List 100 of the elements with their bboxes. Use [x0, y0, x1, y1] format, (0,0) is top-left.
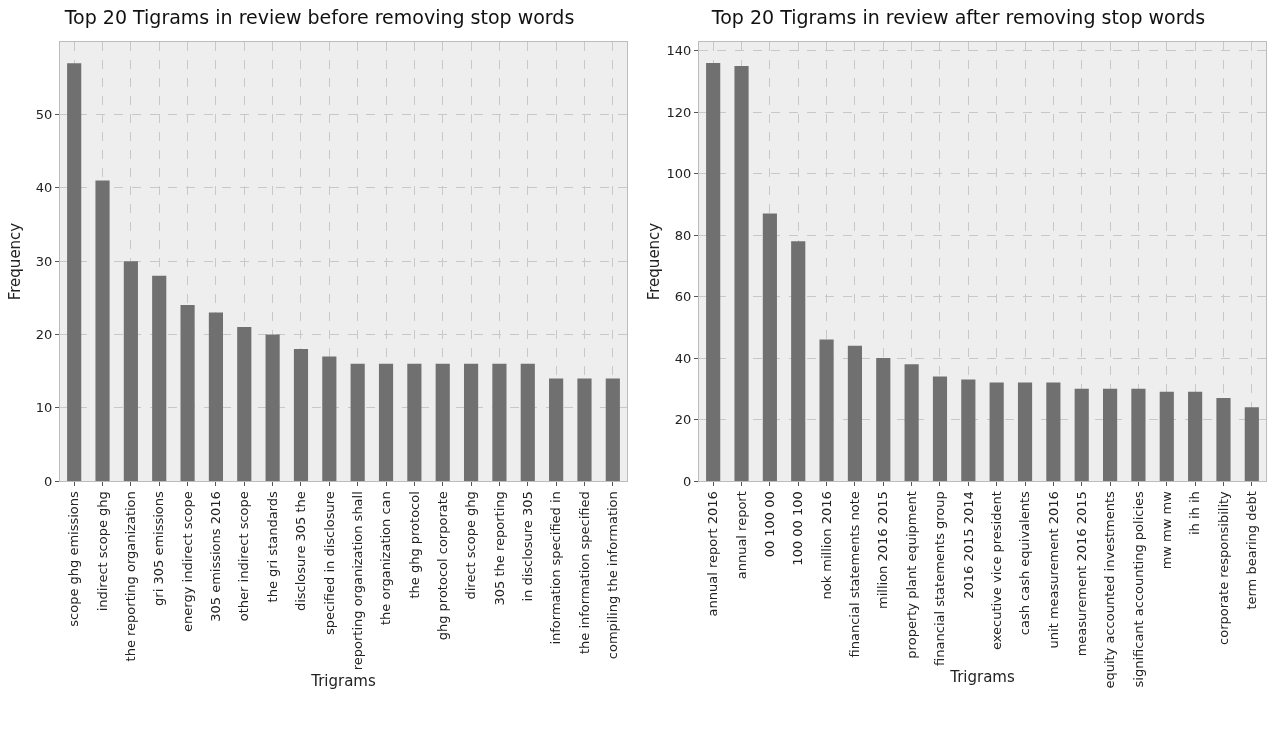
x-tick-label: annual report 2016 [705, 491, 721, 617]
bar [265, 334, 280, 481]
bar [1188, 391, 1203, 481]
bar [293, 349, 309, 481]
x-tick-label: corporate responsibility [1215, 490, 1231, 645]
bar [407, 363, 422, 481]
x-tick-label: ih ih ih [1187, 491, 1203, 536]
bar [123, 261, 138, 481]
x-tick-label: 305 emissions 2016 [208, 491, 224, 622]
x-tick-label: gri 305 emissions [151, 490, 167, 606]
bar [1102, 388, 1118, 481]
x-tick-label: in disclosure 305 [520, 491, 536, 602]
x-tick-label: property plant equipment [903, 491, 919, 659]
bar [762, 213, 777, 481]
y-tick-label: 100 [666, 166, 692, 182]
x-tick-label: reporting organization shall [349, 491, 365, 671]
x-tick-label: ghg protocol corporate [434, 491, 450, 641]
bar [67, 63, 82, 481]
x-tick-label: scope ghg emissions [66, 490, 82, 627]
bar [549, 378, 564, 481]
y-tick-label: 80 [674, 227, 692, 243]
x-tick-label: executive vice president [988, 491, 1004, 651]
bar [378, 363, 394, 481]
bar [520, 363, 535, 481]
bar [350, 363, 365, 481]
bar [208, 312, 224, 481]
x-tick-label: term bearing debt [1244, 491, 1260, 610]
x-tick-label: million 2016 2015 [875, 491, 891, 609]
bar [989, 382, 1004, 481]
bar [95, 180, 110, 481]
x-tick-label: indirect scope ghg [94, 491, 110, 612]
bar [847, 345, 863, 481]
bar [932, 376, 948, 481]
bar [706, 62, 721, 481]
y-tick-label: 140 [666, 43, 692, 59]
x-tick-label: disclosure 305 the [293, 491, 309, 612]
chart-title: Top 20 Tigrams in review before removing stop words [63, 6, 575, 29]
x-tick-label: compiling the information [605, 491, 621, 660]
y-axis-title: Frequency [645, 222, 663, 301]
x-tick-label: specified in disclosure [321, 491, 337, 635]
x-tick-label: the gri standards [264, 490, 280, 603]
bar [819, 339, 834, 481]
bar [1017, 382, 1033, 481]
y-tick-label: 50 [35, 107, 53, 123]
y-tick-label: 10 [35, 400, 53, 416]
x-tick-label: 00 100 00 [762, 491, 778, 558]
x-axis-title: Trigrams [949, 667, 1015, 686]
x-tick-label: 2016 2015 2014 [960, 491, 976, 599]
x-tick-label: annual report [733, 491, 749, 580]
bar [1046, 382, 1061, 481]
y-axis-title: Frequency [6, 222, 24, 301]
x-tick-label: the reporting organization [123, 491, 139, 662]
x-tick-label: 100 00 100 [790, 491, 806, 566]
x-tick-label: the information specified [576, 491, 592, 655]
x-tick-label: nok million 2016 [818, 491, 834, 600]
x-tick-label: the ghg protocol [406, 491, 422, 599]
bar [734, 65, 749, 481]
bar [435, 363, 450, 481]
bar [1131, 388, 1146, 481]
bar [961, 379, 976, 481]
bar [152, 275, 167, 481]
x-tick-label: significant accounting policies [1130, 490, 1146, 688]
bar [605, 378, 620, 481]
chart-title: Top 20 Tigrams in review after removing stop words [710, 6, 1206, 29]
x-tick-label: financial statements group [932, 491, 948, 666]
x-tick-label: unit measurement 2016 [1045, 491, 1061, 649]
bar [1216, 398, 1231, 481]
y-tick-label: 60 [674, 289, 692, 305]
x-tick-label: information specified in [548, 491, 564, 645]
y-tick-label: 20 [674, 412, 692, 428]
y-tick-label: 0 [44, 473, 53, 489]
y-tick-label: 120 [666, 104, 692, 120]
bar [577, 378, 592, 481]
x-tick-label: financial statements note [847, 491, 863, 658]
x-axis-title: Trigrams [310, 672, 376, 691]
bar [237, 327, 252, 481]
x-tick-label: energy indirect scope [179, 491, 195, 632]
bar [1159, 391, 1174, 481]
bar [904, 364, 919, 481]
x-tick-label: other indirect scope [236, 491, 252, 622]
bar [322, 356, 337, 481]
x-tick-label: measurement 2016 2015 [1073, 491, 1089, 657]
x-tick-label: the organization can [378, 491, 394, 625]
x-tick-label: cash cash equivalents [1017, 490, 1033, 636]
y-tick-label: 20 [35, 326, 53, 342]
bar [1074, 388, 1089, 481]
bar [180, 305, 195, 481]
x-tick-label: 305 the reporting [491, 491, 507, 606]
bar [791, 241, 806, 481]
y-tick-label: 40 [674, 350, 692, 366]
bar [492, 363, 507, 481]
bar [463, 363, 479, 481]
x-tick-label: equity accounted investments [1102, 490, 1118, 689]
y-tick-label: 0 [683, 473, 692, 489]
y-tick-label: 40 [35, 180, 53, 196]
x-tick-label: mw mw mw [1159, 490, 1175, 570]
bar [1244, 407, 1259, 481]
y-tick-label: 30 [35, 253, 53, 269]
x-tick-label: direct scope ghg [463, 491, 479, 600]
bar [876, 358, 891, 481]
